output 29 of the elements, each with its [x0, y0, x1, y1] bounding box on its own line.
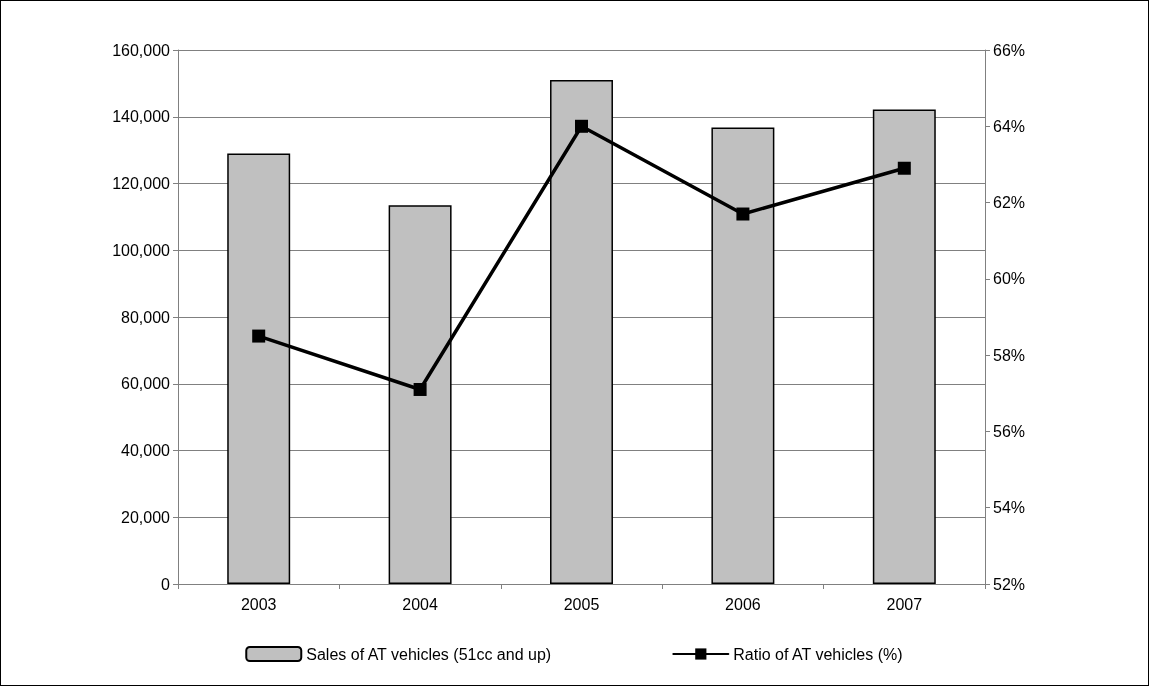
y2-tick-label: 52% [993, 575, 1026, 593]
y-tick-label: 60,000 [121, 375, 171, 393]
y2-tick-label: 66% [993, 41, 1026, 59]
y-tick-label: 40,000 [121, 442, 171, 459]
y-tick-label: 80,000 [121, 308, 171, 326]
y-tick-label: 20,000 [121, 508, 171, 526]
y2-tick-label: 54% [993, 499, 1026, 517]
x-tick-label: 2006 [725, 595, 761, 613]
point [575, 119, 588, 133]
y-tick-label: 140,000 [112, 108, 171, 126]
point [897, 161, 911, 175]
y2-tick-label: 56% [993, 422, 1026, 440]
x-tick-label: 2003 [240, 595, 277, 613]
y2-tick-label: 60% [993, 270, 1026, 288]
y-tick-label: 0 [161, 575, 171, 593]
point [252, 329, 266, 343]
x-tick-label: 2005 [563, 595, 600, 613]
y2-tick-label: 64% [993, 117, 1026, 135]
y-tick-label: 120,000 [112, 175, 171, 192]
y-tick-label: 100,000 [112, 241, 171, 259]
y2-tick-label: 62% [993, 194, 1026, 212]
y2-tick-label: 58% [993, 346, 1026, 364]
x-tick-label: 2007 [886, 595, 923, 613]
point [736, 207, 750, 221]
legend-label: Sales of AT vehicles (51cc and up) [306, 645, 552, 663]
x-tick-label: 2004 [402, 595, 438, 613]
y-tick-label: 160,000 [112, 41, 171, 59]
legend-label: Ratio of AT vehicles (%) [733, 645, 903, 663]
point [413, 382, 427, 396]
